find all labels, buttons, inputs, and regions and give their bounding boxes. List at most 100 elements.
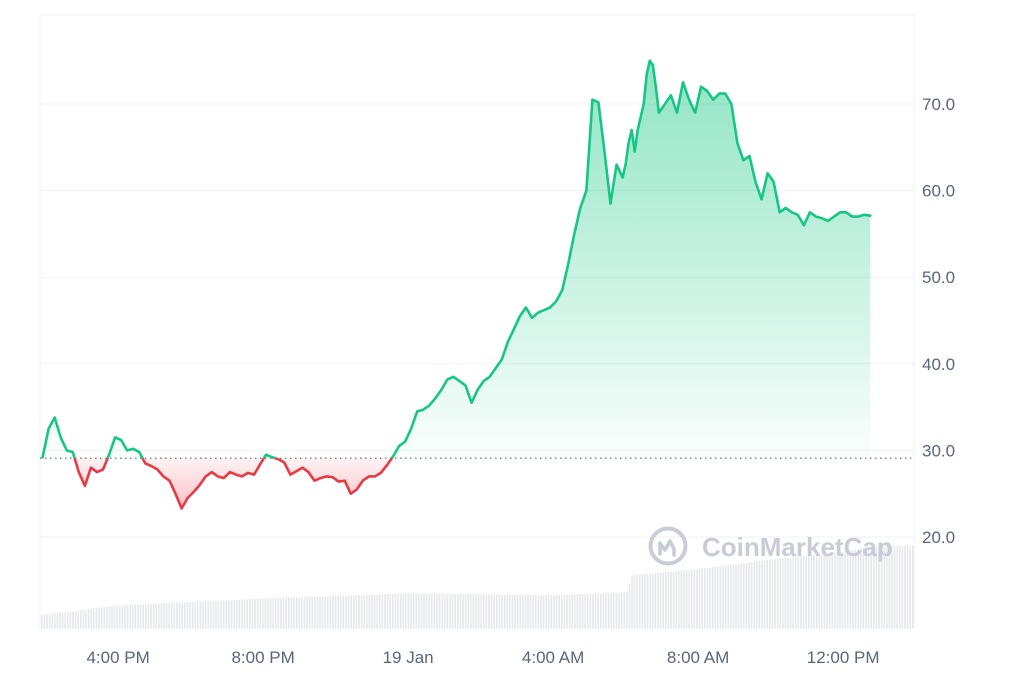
volume-bar [761,560,763,628]
volume-bar [124,605,126,628]
volume-bar [418,593,420,628]
volume-bar [745,562,748,628]
volume-bar [662,572,664,628]
volume-bar [854,549,857,628]
volume-bar [826,553,828,628]
price-line-below[interactable] [41,61,871,510]
volume-bar [171,602,173,628]
volume-bar [319,596,321,628]
volume-bar [493,594,495,628]
volume-bar [631,576,633,628]
volume-bar [152,603,155,628]
volume-bar [293,597,295,628]
volume-bar [464,593,467,628]
volume-bar [43,614,46,628]
volume-bar [589,593,592,628]
volume-bar [576,594,579,628]
volume-bar [77,610,79,628]
volume-bar [600,593,602,628]
volume-bar [550,594,553,628]
volume-bar [548,594,550,628]
volume-bar [693,569,696,628]
volume-bar [657,572,659,628]
volume-bar [360,594,363,628]
volume-bar [706,567,709,628]
volume-bar [402,593,404,628]
volume-bar [771,559,774,628]
y-tick-label: 40.0 [922,355,955,374]
volume-bar [308,596,311,628]
volume-bar [579,594,581,628]
volume-bar [321,596,324,628]
volume-bar [672,571,675,628]
volume-bar [277,597,280,628]
volume-bar [267,598,269,628]
volume-bar [48,614,51,628]
volume-bar [137,604,139,628]
volume-bar [90,608,92,628]
volume-bar [340,595,342,628]
volume-bar [436,593,438,628]
price-line-above[interactable] [41,59,872,509]
volume-bar [675,571,677,628]
volume-bar [189,602,191,628]
volume-bar [821,554,823,628]
volume-bar [841,551,844,628]
x-tick-label: 19 Jan [383,648,434,667]
volume-bar [303,597,306,628]
volume-bar [810,555,813,628]
volume-bar [888,545,891,628]
volume-bar [732,564,735,628]
volume-bar [353,595,355,628]
volume-bar [527,594,529,628]
volume-bar [891,545,893,628]
volume-bar [750,562,753,628]
volume-bar [113,605,116,628]
volume-bar [441,593,443,628]
volume-bar [763,560,766,628]
volume-bar [342,595,345,628]
volume-bar [626,591,628,628]
volume-bar [574,594,576,628]
volume-bar [376,594,378,628]
volume-bar [701,568,703,628]
volume-bar [893,545,896,628]
volume-bar [207,601,209,628]
volume-bar [381,594,384,628]
volume-bar [85,609,87,628]
volume-bar [667,571,670,628]
volume-bar [553,595,555,628]
volume-bar [618,592,620,628]
volume-bar [311,596,313,628]
volume-bar [730,564,732,628]
volume-bar [545,594,547,628]
volume-bar [633,574,636,628]
volume-bar [126,604,129,628]
volume-bar [95,608,98,628]
volume-bar [337,595,339,628]
volume-bar [282,597,285,628]
volume-bar [217,600,220,628]
volume-bar [654,573,657,628]
volume-bar [696,569,698,628]
volume-bar [727,565,729,628]
volume-bar [769,559,771,628]
volume-bar [332,596,334,628]
volume-bar [451,593,454,628]
volume-bar [204,601,207,628]
area-fill [42,60,871,509]
volume-bar [423,593,425,628]
volume-bar [558,594,560,628]
volume-bar [748,562,750,628]
volume-bar [433,593,436,628]
volume-bar [724,565,727,628]
volume-bar [714,566,716,628]
volume-bar [155,603,157,628]
volume-bar [210,601,212,628]
price-line[interactable] [41,59,872,510]
volume-bar [119,605,121,628]
volume-bar [641,574,644,628]
volume-bar [475,594,477,628]
